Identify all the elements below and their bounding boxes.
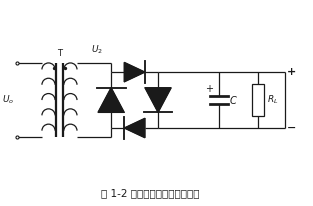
Text: $U_o$: $U_o$ [2,94,14,106]
Text: −: − [287,123,297,133]
Polygon shape [98,88,124,112]
Text: +: + [287,67,297,77]
Polygon shape [124,62,145,82]
Text: +: + [205,84,213,94]
Polygon shape [124,118,145,138]
Bar [252,84,264,116]
Text: T: T [57,49,62,57]
Text: $C$: $C$ [229,94,238,106]
Polygon shape [145,88,171,112]
Text: 图 1-2 桥式整流、电容滤波电路: 图 1-2 桥式整流、电容滤波电路 [101,189,199,199]
Text: $U_2$: $U_2$ [91,44,103,56]
Text: $R_L$: $R_L$ [267,94,279,106]
